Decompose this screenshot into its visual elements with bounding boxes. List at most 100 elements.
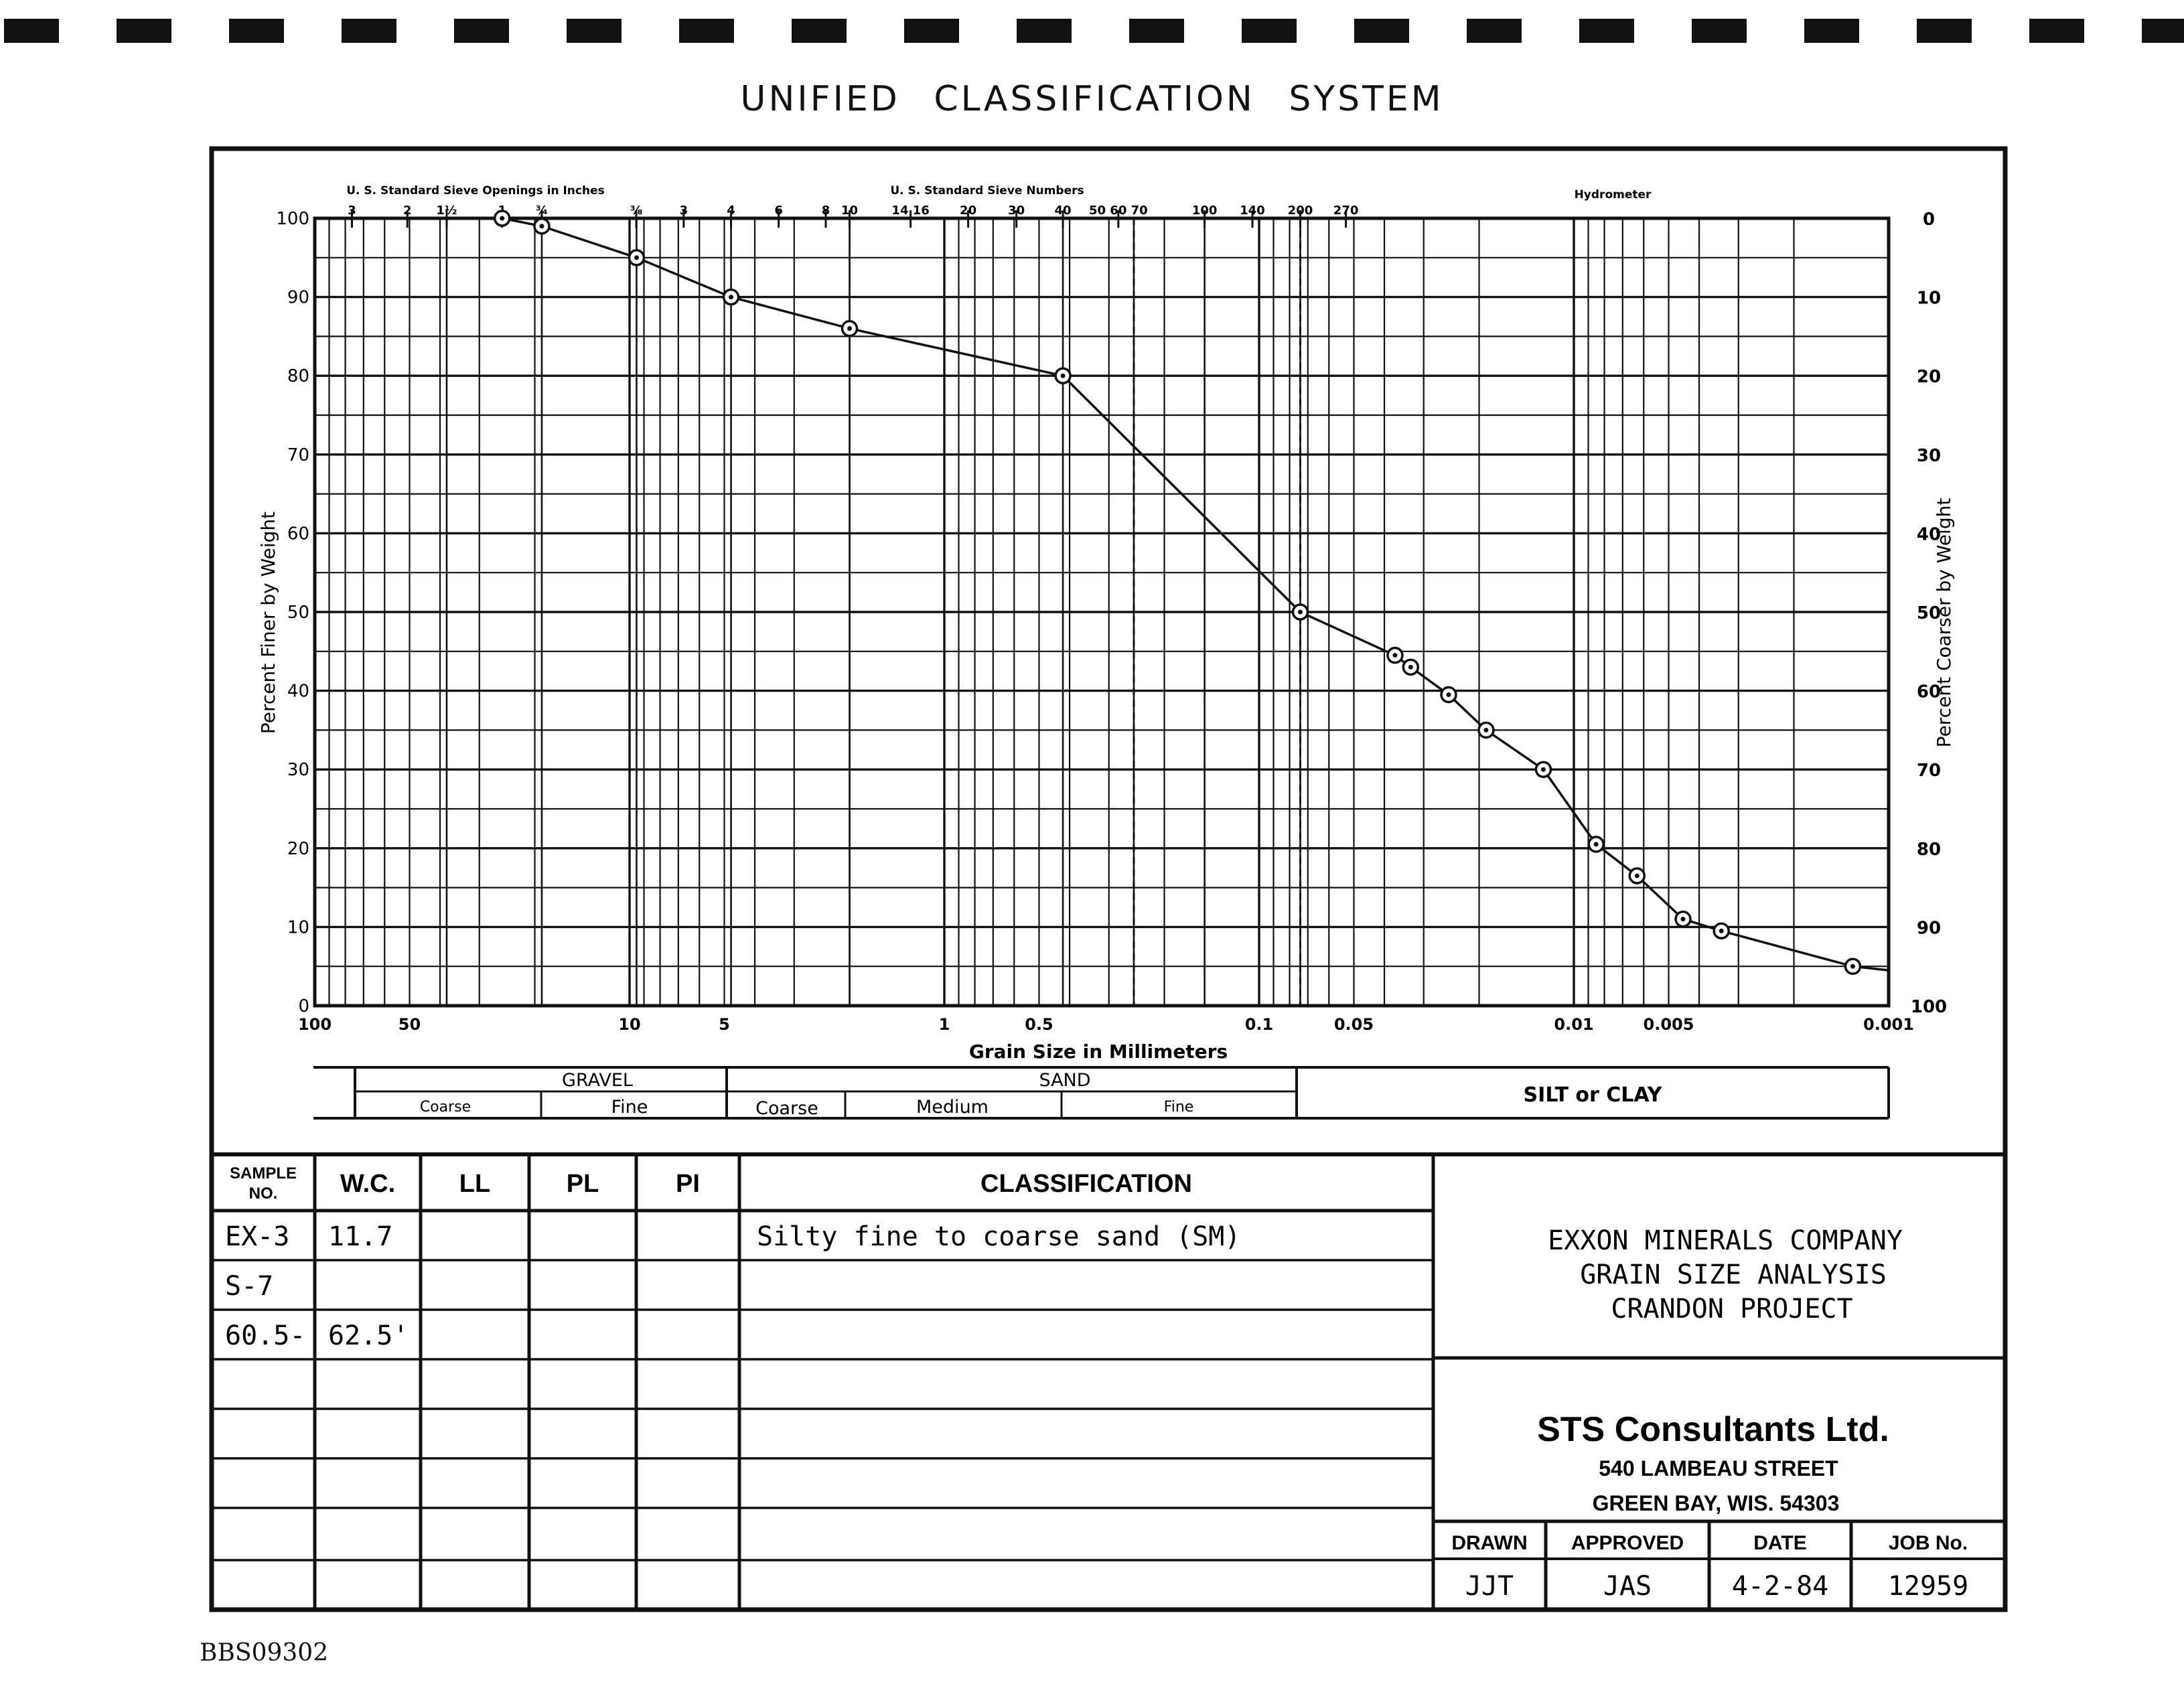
table-cell: S-7 — [225, 1271, 273, 1302]
sieve-opening-tick-label: ¾ — [536, 204, 549, 218]
header-pi: PI — [676, 1170, 700, 1198]
sieve-number-tick-label: 8 — [822, 204, 830, 218]
data-point-center — [1060, 373, 1066, 378]
x-tick-label: 0.01 — [1554, 1015, 1593, 1034]
data-point-center — [539, 224, 544, 229]
data-point-center — [1392, 653, 1398, 658]
sieve-opening-tick-label: 1½ — [436, 204, 457, 218]
plot-area-border — [313, 216, 1891, 1008]
y-tick-label: 100 — [276, 209, 309, 229]
sand-fine-label: Fine — [1164, 1099, 1194, 1116]
y-tick-label: 70 — [287, 445, 309, 465]
perforation-dash-strip — [0, 0, 2184, 60]
perforation-dash — [1467, 19, 1522, 43]
sieve-number-tick-label: 14 16 — [891, 204, 929, 218]
y2-tick-label: 30 — [1917, 446, 1941, 466]
y2-tick-label: 90 — [1917, 918, 1941, 938]
y-tick-label: 80 — [287, 366, 309, 386]
sand-label: SAND — [1039, 1070, 1090, 1091]
data-point-center — [500, 216, 505, 221]
sieve-number-tick-label: 50 60 70 — [1089, 204, 1148, 218]
silt-clay-label: SILT or CLAY — [1524, 1083, 1663, 1107]
x-tick-label: 0.05 — [1334, 1015, 1374, 1034]
header-ll: LL — [459, 1170, 490, 1198]
sand-coarse-label: Coarse — [755, 1098, 818, 1119]
project-line-1: EXXON MINERALS COMPANY — [1548, 1225, 1903, 1256]
perforation-dash — [904, 19, 959, 43]
sieve-number-tick-label: 30 — [1008, 204, 1025, 218]
signoff-value-drawn: JJT — [1465, 1571, 1514, 1602]
gravel-fine-label: Fine — [611, 1097, 648, 1118]
signoff-header-approved: APPROVED — [1571, 1532, 1684, 1554]
sample-table: SAMPLE NO. W.C. LL PL PI CLASSIFICATION EX-3 11.… — [210, 1153, 1435, 1611]
y-tick-label: 10 — [287, 917, 309, 937]
sieve-numbers-label: U. S. Standard Sieve Numbers — [890, 184, 1084, 198]
sieve-number-tick-label: 6 — [774, 204, 783, 218]
sieve-opening-tick-label: ⅜ — [630, 204, 643, 218]
axis-tick-labels: 0102030405060708090100100908070605040302… — [276, 209, 1947, 1034]
sieve-openings-label: U. S. Standard Sieve Openings in Inches — [346, 184, 604, 198]
x-tick-label: 10 — [618, 1015, 640, 1034]
perforation-dash — [1354, 19, 1409, 43]
table-cell: Silty fine to coarse sand (SM) — [757, 1221, 1240, 1252]
y2-tick-label: 80 — [1917, 840, 1941, 860]
gradation-curve — [493, 210, 1889, 975]
data-point-center — [1483, 727, 1489, 733]
y-tick-label: 0 — [298, 996, 309, 1016]
y-tick-label: 50 — [287, 603, 309, 623]
company-name: STS Consultants Ltd. — [1537, 1410, 1889, 1449]
y-axis-label: Percent Finer by Weight — [257, 512, 279, 734]
perforation-dash — [117, 19, 171, 43]
perforation-dash — [1017, 19, 1072, 43]
sieve-number-tick-label: 4 — [727, 204, 735, 218]
sieve-number-tick-label: 100 — [1192, 204, 1218, 218]
y2-tick-label: 70 — [1917, 761, 1941, 781]
x-tick-label: 0.001 — [1863, 1015, 1914, 1034]
x-tick-label: 5 — [719, 1015, 730, 1034]
soil-band — [313, 1066, 1890, 1120]
y-tick-label: 40 — [287, 682, 309, 702]
perforation-dash — [1242, 19, 1297, 43]
x-tick-label: 0.5 — [1025, 1015, 1053, 1034]
perforation-dash — [2029, 19, 2084, 43]
perforation-dash — [1692, 19, 1747, 43]
perforation-dash — [454, 19, 509, 43]
table-cell: EX-3 — [225, 1221, 289, 1252]
data-point-center — [1719, 928, 1724, 933]
y2-tick-label: 40 — [1917, 524, 1941, 544]
company-street: 540 LAMBEAU STREET — [1599, 1456, 1838, 1480]
page-title: UNIFIED CLASSIFICATION SYSTEM — [740, 79, 1444, 119]
y-tick-label: 30 — [287, 760, 309, 780]
y2-tick-label: 0 — [1923, 210, 1935, 230]
perforation-dash — [792, 19, 847, 43]
sieve-number-tick-label: 40 — [1055, 204, 1072, 218]
y2-tick-label: 20 — [1917, 367, 1941, 387]
sieve-opening-tick-label: 2 — [403, 204, 412, 218]
perforation-dash — [342, 19, 396, 43]
perforation-dash — [1917, 19, 1972, 43]
sieve-number-tick-label: 200 — [1288, 204, 1313, 218]
sieve-opening-tick-label: 3 — [348, 204, 356, 218]
perforation-dash — [4, 19, 59, 43]
y2-tick-label: 10 — [1917, 289, 1941, 309]
signoff-header-job-no: JOB No. — [1889, 1532, 1968, 1554]
sand-medium-label: Medium — [916, 1097, 989, 1118]
project-line-2: GRAIN SIZE ANALYSIS — [1580, 1259, 1887, 1290]
header-sample-no-line2: NO. — [249, 1184, 278, 1203]
data-point-center — [1680, 917, 1686, 922]
hydrometer-label: Hydrometer — [1575, 188, 1652, 202]
signoff-header-drawn: DRAWN — [1451, 1532, 1527, 1554]
table-cell: 11.7 — [328, 1221, 392, 1252]
gradation-line — [502, 217, 1853, 968]
x-axis-label: Grain Size in Millimeters — [969, 1041, 1228, 1063]
y2-tick-label: 50 — [1917, 603, 1941, 623]
header-pl: PL — [567, 1170, 599, 1198]
data-point-center — [1634, 873, 1640, 878]
data-point-center — [1408, 664, 1413, 670]
data-point-center — [634, 255, 639, 260]
data-point-center — [1593, 842, 1599, 847]
perforation-dash — [229, 19, 284, 43]
data-point-center — [729, 295, 734, 300]
x-tick-label: 0.005 — [1644, 1015, 1694, 1034]
